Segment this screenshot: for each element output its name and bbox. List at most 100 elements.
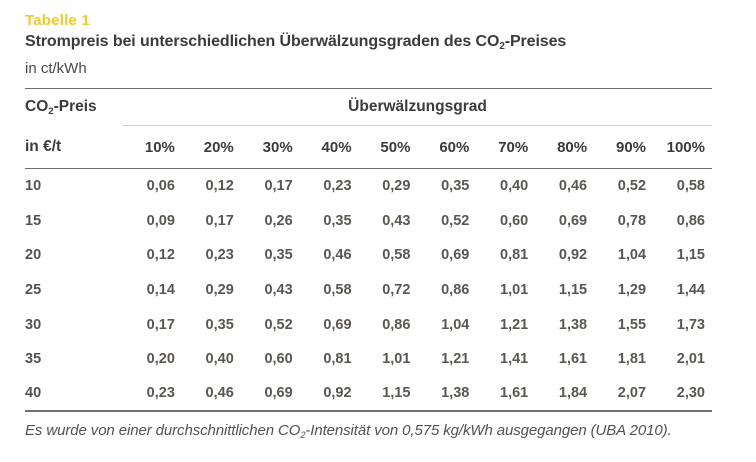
value-cell: 0,58: [382, 247, 411, 264]
value-cell: 0,52: [441, 212, 470, 229]
table-row: 35 0,20 0,40 0,60 0,81 1,01 1,21 1,41 1,61 1,81 2,…: [25, 342, 712, 377]
value-cell: 0,72: [382, 281, 411, 298]
co2-subscript: 2: [300, 429, 306, 440]
value-cell: 0,06: [146, 178, 175, 195]
column-header-30pct: 30%: [240, 125, 300, 169]
unit-line: in ct/kWh: [25, 60, 87, 77]
value-cell: 1,38: [558, 316, 588, 333]
table-title-suffix: -Preises: [504, 33, 567, 50]
value-cell: 0,46: [323, 247, 352, 264]
row-header-unit: in €/t: [25, 125, 123, 169]
row-label: 25: [25, 281, 42, 298]
value-cell: 1,29: [617, 281, 647, 298]
table-row: 10 0,06 0,12 0,17 0,23 0,29 0,35 0,40 0,46 0,52 0,…: [25, 169, 712, 204]
value-cell: 0,69: [441, 247, 470, 264]
value-cell: 0,46: [205, 385, 234, 402]
value-cell: 0,09: [146, 212, 175, 229]
value-cell: 0,86: [676, 212, 705, 229]
value-cell: 0,23: [205, 247, 234, 264]
value-cell: 1,01: [382, 351, 411, 368]
value-cell: 0,43: [264, 281, 293, 298]
column-header-10pct: 10%: [123, 125, 182, 169]
footnote-suffix: -Intensität von 0,575 kg/kWh ausgegangen…: [305, 422, 672, 440]
table-row: 25 0,14 0,29 0,43 0,58 0,72 0,86 1,01 1,15 1,29 1,…: [25, 273, 712, 308]
row-label: 35: [25, 351, 42, 368]
value-cell: 1,84: [558, 385, 588, 402]
value-cell: 0,58: [323, 281, 352, 298]
value-cell: 0,86: [382, 316, 411, 333]
column-header-70pct: 70%: [476, 125, 536, 169]
value-cell: 0,12: [205, 178, 234, 195]
value-cell: 0,46: [558, 178, 588, 195]
value-cell: 1,01: [500, 281, 529, 298]
value-cell: 0,26: [264, 212, 293, 229]
row-label: 20: [25, 247, 42, 264]
value-cell: 0,81: [323, 351, 352, 368]
column-header-40pct: 40%: [299, 125, 359, 169]
row-header-co2-suffix: -Preis: [53, 98, 97, 116]
value-cell: 1,61: [500, 385, 529, 402]
column-header-50pct: 50%: [358, 125, 418, 169]
value-cell: 0,69: [323, 316, 352, 333]
table-title: Strompreis bei unterschiedlichen Überwäl…: [25, 33, 712, 51]
table-row: 40 0,23 0,46 0,69 0,92 1,15 1,38 1,61 1,84 2,07 2,…: [25, 377, 712, 412]
value-cell: 0,60: [500, 212, 529, 229]
row-label: 40: [25, 385, 42, 402]
row-label: 30: [25, 316, 42, 333]
column-header-20pct: 20%: [181, 125, 241, 169]
value-cell: 1,61: [558, 351, 588, 368]
value-cell: 1,21: [441, 351, 470, 368]
value-cell: 1,15: [676, 247, 705, 264]
group-header-row: CO2-Preis Überwälzungsgrad: [25, 88, 712, 126]
value-cell: 1,21: [500, 316, 529, 333]
value-cell: 0,78: [617, 212, 647, 229]
value-cell: 1,44: [676, 281, 705, 298]
value-cell: 0,17: [264, 178, 293, 195]
value-cell: 0,35: [205, 316, 234, 333]
value-cell: 0,35: [264, 247, 293, 264]
value-cell: 0,92: [323, 385, 352, 402]
column-header-90pct: 90%: [594, 125, 654, 169]
table-row: 20 0,12 0,23 0,35 0,46 0,58 0,69 0,81 0,92 1,04 1,…: [25, 238, 712, 273]
percent-header-row: in €/t 10% 20% 30% 40% 50% 60% 70% 80% 90% 100%: [25, 125, 712, 169]
value-cell: 1,81: [617, 351, 647, 368]
value-cell: 0,40: [500, 178, 529, 195]
value-cell: 1,73: [676, 316, 705, 333]
value-cell: 0,69: [558, 212, 588, 229]
value-cell: 0,29: [205, 281, 234, 298]
co2-subscript: 2: [499, 40, 505, 52]
value-cell: 2,01: [676, 351, 705, 368]
value-cell: 0,60: [264, 351, 293, 368]
value-cell: 2,07: [617, 385, 647, 402]
row-label: 15: [25, 212, 42, 229]
footnote: Es wurde von einer durchschnittlichen CO…: [25, 422, 712, 439]
value-cell: 0,86: [441, 281, 470, 298]
value-cell: 0,40: [205, 351, 234, 368]
row-label: 10: [25, 178, 42, 195]
table-row: 15 0,09 0,17 0,26 0,35 0,43 0,52 0,60 0,69 0,78 0,…: [25, 203, 712, 238]
value-cell: 1,15: [558, 281, 588, 298]
row-header-co2-price: CO2-Preis: [25, 89, 123, 126]
value-cell: 2,30: [676, 385, 705, 402]
value-cell: 1,04: [441, 316, 470, 333]
co2-price-table: CO2-Preis Überwälzungsgrad in €/t 10% 20%…: [25, 88, 712, 413]
value-cell: 1,55: [617, 316, 647, 333]
value-cell: 0,52: [617, 178, 647, 195]
value-cell: 0,17: [146, 316, 175, 333]
value-cell: 1,41: [500, 351, 529, 368]
value-cell: 0,14: [146, 281, 175, 298]
value-cell: 0,23: [323, 178, 352, 195]
column-header-100pct: 100%: [653, 125, 712, 169]
value-cell: 0,58: [676, 178, 705, 195]
value-cell: 1,15: [382, 385, 411, 402]
co2-subscript: 2: [48, 105, 54, 117]
table-title-text: Strompreis bei unterschiedlichen Überwäl…: [25, 33, 500, 50]
row-header-co2-text: CO: [25, 98, 49, 116]
column-header-60pct: 60%: [417, 125, 477, 169]
value-cell: 0,92: [558, 247, 588, 264]
column-header-80pct: 80%: [535, 125, 595, 169]
table-row: 30 0,17 0,35 0,52 0,69 0,86 1,04 1,21 1,38 1,55 1,…: [25, 307, 712, 342]
value-cell: 0,17: [205, 212, 234, 229]
value-cell: 0,35: [441, 178, 470, 195]
